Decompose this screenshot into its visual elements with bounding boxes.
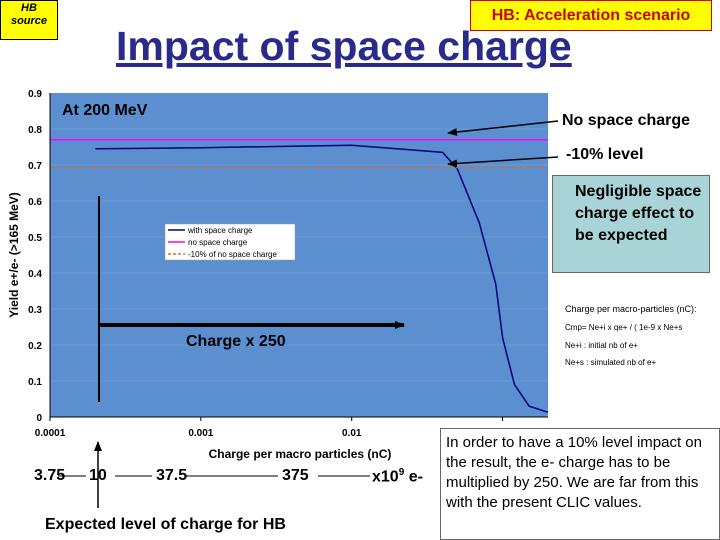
charge250-label: Charge x 250: [186, 333, 286, 350]
minus10-arrow: [447, 156, 559, 168]
value-10: 10: [89, 467, 107, 484]
scenario-badge: HB: Acceleration scenario: [470, 0, 712, 31]
y-tick-label: 0.3: [28, 305, 42, 316]
legend-label-minus10: -10% of no space charge: [188, 250, 277, 259]
page-title: Impact of space charge: [116, 23, 572, 69]
x109-label: x109 e-: [372, 467, 423, 486]
y-tick-label: 0.9: [28, 89, 42, 100]
plot-area: [50, 93, 548, 417]
negligible-effect-box: Negligible space charge effect to be exp…: [552, 175, 710, 273]
y-axis-title: Yield e+/e- (>165 MeV): [7, 192, 21, 318]
charge-note-initial: Ne+i : initial nb of e+: [565, 341, 638, 350]
charge-note-formula: Cmp= Ne+i x qe+ / ( 1e-9 x Ne+s: [565, 323, 683, 332]
x-tick-label: 0.001: [188, 428, 213, 439]
hb-source-label: HB source: [10, 2, 48, 27]
x-tick-label: 0.0001: [35, 428, 66, 439]
chart-legend: [164, 223, 296, 261]
value-37-5: 37.5: [156, 467, 188, 484]
legend-label-with-sc: with space charge: [187, 226, 253, 235]
x-axis-title: Charge per macro particles (nC): [209, 447, 392, 461]
y-tick-label: 0.6: [28, 197, 42, 208]
x109-exponent: 9: [398, 467, 405, 478]
conclusion-note: In order to have a 10% level impact on t…: [440, 428, 720, 540]
y-tick-label: 0.1: [28, 377, 42, 388]
no-sc-arrow: [447, 120, 559, 137]
y-tick-label: 0.2: [28, 341, 42, 352]
x109-unit: e-: [404, 468, 423, 486]
legend-label-no-sc: no space charge: [188, 238, 248, 247]
expected-level-label: Expected level of charge for HB: [45, 516, 286, 533]
hb-source-badge: HB source: [0, 0, 58, 40]
charge-note-simulated: Ne+s : simulated nb of e+: [565, 358, 657, 367]
minus10-label: -10% level: [566, 146, 644, 163]
y-tick-label: 0: [36, 413, 42, 424]
y-tick-label: 0.5: [28, 233, 42, 244]
value-375: 375: [282, 467, 309, 484]
y-tick-label: 0.7: [28, 161, 42, 172]
no-space-charge-label: No space charge: [562, 112, 691, 129]
x-tick-label: 0.01: [342, 428, 362, 439]
x109-base: x10: [372, 468, 399, 486]
charge-note-title: Charge per macro-particles (nC):: [565, 304, 697, 314]
y-tick-label: 0.4: [28, 269, 42, 280]
value-3-75: 3.75: [34, 467, 66, 484]
y-tick-label: 0.8: [28, 125, 42, 136]
energy-label: At 200 MeV: [62, 102, 148, 119]
series-line-with-space-charge: [95, 144, 549, 414]
